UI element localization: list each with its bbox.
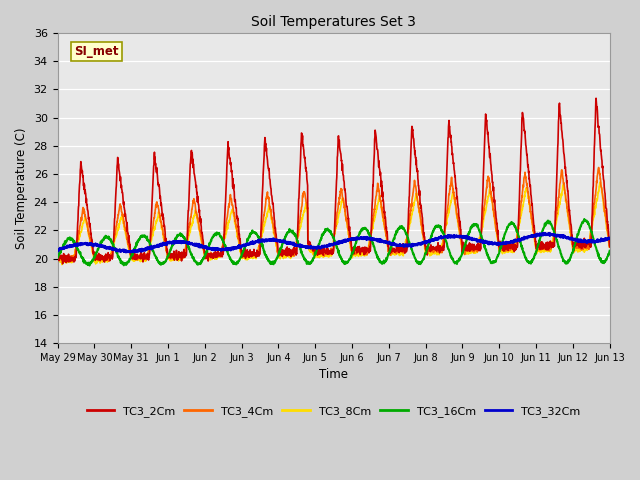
X-axis label: Time: Time — [319, 369, 348, 382]
Y-axis label: Soil Temperature (C): Soil Temperature (C) — [15, 127, 28, 249]
Title: Soil Temperatures Set 3: Soil Temperatures Set 3 — [251, 15, 416, 29]
Text: SI_met: SI_met — [74, 45, 118, 58]
Legend: TC3_2Cm, TC3_4Cm, TC3_8Cm, TC3_16Cm, TC3_32Cm: TC3_2Cm, TC3_4Cm, TC3_8Cm, TC3_16Cm, TC3… — [82, 401, 585, 421]
